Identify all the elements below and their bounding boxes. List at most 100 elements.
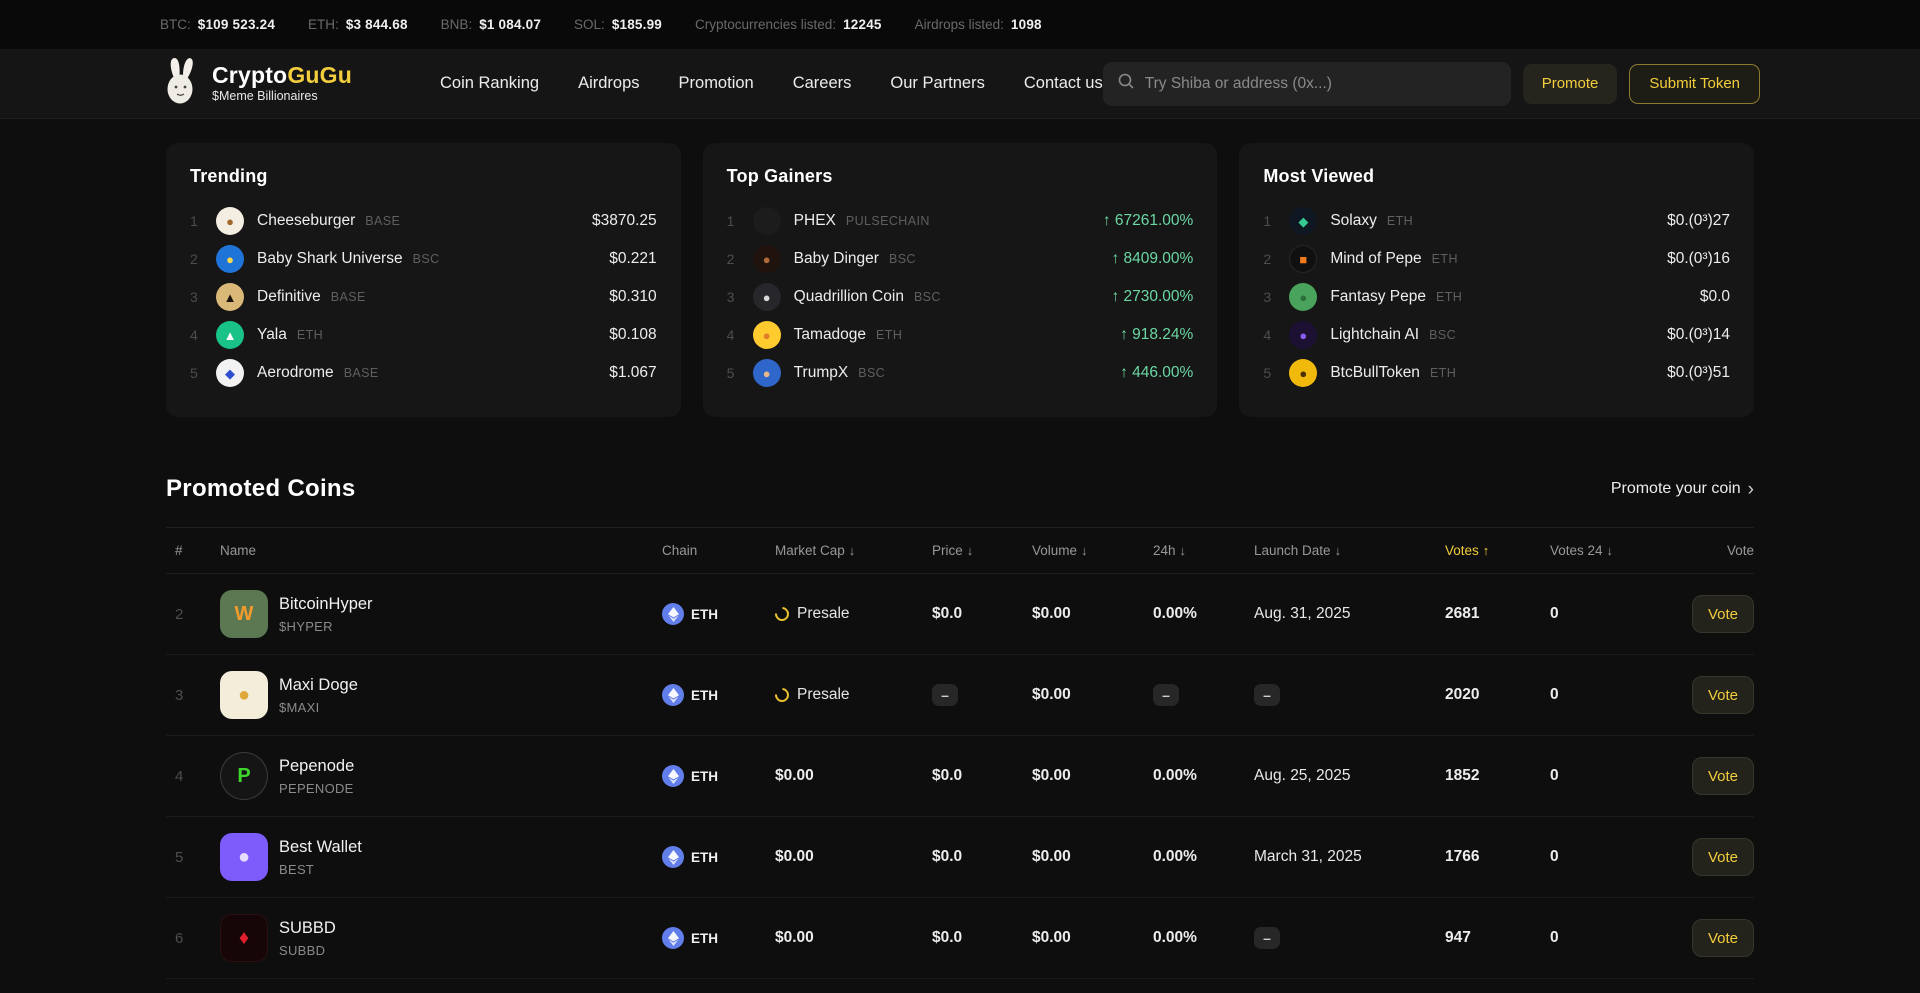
votes-value: 947 bbox=[1445, 929, 1471, 946]
coin-value: $1.067 bbox=[609, 364, 657, 381]
coin-name: Solaxy bbox=[1330, 212, 1377, 229]
coin-icon-glyph: ● bbox=[226, 213, 234, 229]
coin-value: $0.108 bbox=[609, 326, 657, 343]
stats-cards-row: Trending 1 ● Cheeseburger BASE $3870.25 … bbox=[166, 143, 1754, 417]
coin-icon-glyph: ♦ bbox=[238, 927, 250, 949]
sort-arrow: ↓ bbox=[848, 543, 856, 558]
promote-your-coin-link[interactable]: Promote your coin › bbox=[1610, 478, 1754, 500]
nav-item-our-partners[interactable]: Our Partners bbox=[890, 74, 985, 92]
list-item[interactable]: 1 ● Cheeseburger BASE $3870.25 bbox=[190, 202, 657, 240]
ticker-item: BNB: $1 084.07 bbox=[441, 17, 541, 32]
launch-date: Aug. 25, 2025 bbox=[1254, 767, 1351, 784]
coin-name: Lightchain AI bbox=[1330, 326, 1420, 343]
search-bar[interactable] bbox=[1102, 61, 1511, 106]
card-trending: Trending 1 ● Cheeseburger BASE $3870.25 … bbox=[166, 143, 681, 417]
column-label: Votes bbox=[1445, 543, 1479, 558]
list-item[interactable]: 2 ● Baby Dinger BSC ↑ 8409.00% bbox=[727, 240, 1193, 278]
table-row[interactable]: 4 P Pepenode PEPENODE ETH $0.00 $0.0 $0.… bbox=[166, 736, 1754, 817]
column-header-[interactable]: # bbox=[166, 543, 220, 558]
vote-button[interactable]: Vote bbox=[1692, 919, 1754, 957]
coin-icon: ● bbox=[752, 283, 781, 311]
promote-button[interactable]: Promote bbox=[1522, 63, 1618, 104]
logo-mascot-icon bbox=[160, 56, 202, 111]
column-header-chain[interactable]: Chain bbox=[662, 543, 775, 558]
chain-tag: BSC bbox=[412, 252, 440, 266]
list-item[interactable]: 1 PHEX PULSECHAIN ↑ 67261.00% bbox=[726, 202, 1193, 240]
price-value: $0.0 bbox=[932, 767, 963, 784]
list-item[interactable]: 4 ● Tamadoge ETH ↑ 918.24% bbox=[727, 316, 1193, 354]
column-header-vote[interactable]: Vote bbox=[1690, 543, 1754, 558]
vote-button[interactable]: Vote bbox=[1692, 676, 1754, 714]
column-header-name[interactable]: Name bbox=[220, 543, 662, 558]
list-item[interactable]: 2 ● Baby Shark Universe BSC $0.221 bbox=[190, 240, 657, 278]
table-row[interactable]: 2 W BitcoinHyper $HYPER ETH Presale $0.0… bbox=[166, 574, 1754, 655]
coin-name: SUBBD bbox=[279, 918, 336, 937]
ticker-label: ETH: bbox=[308, 17, 339, 32]
coin-icon: ◆ bbox=[216, 359, 244, 387]
list-item[interactable]: 5 ● TrumpX BSC ↑ 446.00% bbox=[727, 354, 1193, 392]
column-label: Launch Date bbox=[1254, 543, 1331, 558]
coin-name: Maxi Doge bbox=[279, 675, 358, 694]
change-value: 0.00% bbox=[1153, 605, 1197, 622]
column-header-market-cap[interactable]: Market Cap ↓ bbox=[775, 543, 932, 558]
list-item[interactable]: 1 ◆ Solaxy ETH $0.(0³)27 bbox=[1263, 202, 1730, 240]
vote-button[interactable]: Vote bbox=[1692, 757, 1754, 795]
coin-icon-glyph: ● bbox=[1299, 327, 1308, 343]
vote-button[interactable]: Vote bbox=[1692, 595, 1754, 633]
column-header-price[interactable]: Price ↓ bbox=[932, 543, 1032, 558]
promoted-coins-header: Promoted Coins Promote your coin › bbox=[166, 475, 1754, 503]
volume-value: $0.00 bbox=[1032, 767, 1071, 784]
card-top-gainers: Top Gainers 1 PHEX PULSECHAIN ↑ 67261.00… bbox=[702, 143, 1218, 417]
list-item[interactable]: 2 ■ Mind of Pepe ETH $0.(0³)16 bbox=[1263, 240, 1730, 278]
coin-icon: W bbox=[220, 590, 268, 638]
market-cap-value: Presale bbox=[797, 605, 850, 622]
list-item[interactable]: 4 ● Lightchain AI BSC $0.(0³)14 bbox=[1263, 316, 1730, 354]
price-value: $0.0 bbox=[932, 929, 963, 946]
nav-item-coin-ranking[interactable]: Coin Ranking bbox=[440, 74, 540, 92]
submit-token-button[interactable]: Submit Token bbox=[1629, 63, 1760, 104]
nav-item-airdrops[interactable]: Airdrops bbox=[578, 74, 640, 92]
nav-item-contact-us[interactable]: Contact us bbox=[1023, 74, 1103, 92]
coin-value: $0.310 bbox=[609, 288, 657, 305]
list-item[interactable]: 3 ▲ Definitive BASE $0.310 bbox=[190, 278, 657, 316]
chain-label: ETH bbox=[691, 606, 718, 622]
ticker-item: SOL: $185.99 bbox=[574, 17, 662, 32]
column-header-24h[interactable]: 24h ↓ bbox=[1153, 543, 1254, 558]
sort-arrow: ↓ bbox=[966, 543, 974, 558]
list-item[interactable]: 5 ● BtcBullToken ETH $0.(0³)51 bbox=[1263, 354, 1730, 392]
nav-item-promotion[interactable]: Promotion bbox=[678, 74, 754, 92]
logo[interactable]: CryptoGuGu $Meme Billionaires bbox=[160, 56, 352, 111]
list-item[interactable]: 4 ▲ Yala ETH $0.108 bbox=[190, 316, 657, 354]
nav-item-careers[interactable]: Careers bbox=[792, 74, 852, 92]
coin-icon-glyph: ◆ bbox=[1298, 213, 1309, 229]
table-row[interactable]: 6 ♦ SUBBD SUBBD ETH $0.00 $0.0 $0.00 0.0… bbox=[166, 898, 1754, 979]
votes24-value: 0 bbox=[1550, 767, 1559, 784]
change-value: 0.00% bbox=[1153, 767, 1197, 784]
table-row[interactable]: 5 ● Best Wallet BEST ETH $0.00 $0.0 $0.0… bbox=[166, 817, 1754, 898]
search-input[interactable] bbox=[1144, 74, 1497, 93]
ticker-item: Cryptocurrencies listed: 12245 bbox=[695, 17, 882, 32]
vote-button[interactable]: Vote bbox=[1692, 838, 1754, 876]
coin-icon: ◆ bbox=[1289, 207, 1318, 235]
votes-value: 2020 bbox=[1445, 686, 1480, 703]
eth-chain-icon bbox=[662, 684, 684, 706]
change-value: 0.00% bbox=[1153, 929, 1197, 946]
list-item[interactable]: 5 ◆ Aerodrome BASE $1.067 bbox=[190, 354, 657, 392]
table-row[interactable]: 3 ● Maxi Doge $MAXI ETH Presale – $0.00 … bbox=[166, 655, 1754, 736]
column-header-launch-date[interactable]: Launch Date ↓ bbox=[1254, 543, 1445, 558]
column-header-votes[interactable]: Votes ↑ bbox=[1445, 543, 1550, 558]
rank: 3 bbox=[175, 686, 184, 704]
column-header-volume[interactable]: Volume ↓ bbox=[1032, 543, 1153, 558]
coin-icon-glyph: W bbox=[234, 603, 254, 625]
list-item[interactable]: 3 ● Quadrillion Coin BSC ↑ 2730.00% bbox=[727, 278, 1193, 316]
coin-symbol: $MAXI bbox=[279, 699, 320, 715]
column-header-votes-24[interactable]: Votes 24 ↓ bbox=[1550, 543, 1690, 558]
coin-symbol: PEPENODE bbox=[279, 780, 354, 796]
coin-value: $0.221 bbox=[609, 250, 657, 267]
rank: 1 bbox=[726, 213, 735, 229]
coin-name: BtcBullToken bbox=[1330, 364, 1420, 381]
column-label: Votes 24 bbox=[1550, 543, 1603, 558]
rank: 5 bbox=[175, 848, 184, 866]
list-item[interactable]: 3 ● Fantasy Pepe ETH $0.0 bbox=[1263, 278, 1730, 316]
ticker-label: SOL: bbox=[574, 17, 605, 32]
